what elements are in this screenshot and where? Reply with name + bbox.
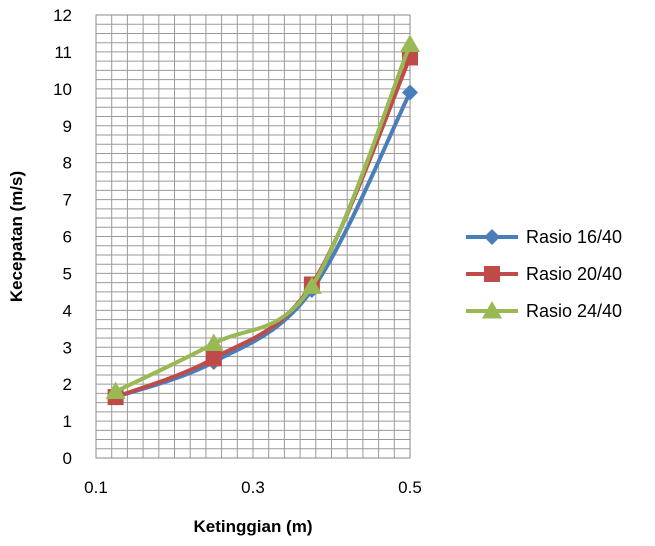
y-axis-title: Kecepatan (m/s) [7, 171, 26, 302]
x-tick-label: 0.5 [398, 478, 422, 497]
y-tick-label: 4 [63, 301, 72, 320]
y-tick-label: 9 [63, 117, 72, 136]
y-tick-label: 6 [63, 228, 72, 247]
y-tick-label: 12 [53, 6, 72, 25]
series-line [114, 43, 412, 394]
x-tick-label: 0.3 [241, 478, 265, 497]
y-tick-label: 8 [63, 154, 72, 173]
series-lines [105, 34, 420, 406]
y-tick-label: 5 [63, 264, 72, 283]
y-tick-label: 3 [63, 338, 72, 357]
y-tick-label: 7 [63, 191, 72, 210]
y-tick-label: 11 [54, 43, 72, 62]
legend-label: Rasio 20/40 [526, 264, 622, 284]
x-axis-title: Ketinggian (m) [194, 517, 313, 536]
legend-marker [482, 301, 502, 319]
y-tick-label: 10 [53, 80, 72, 99]
data-point [400, 34, 420, 53]
y-tick-label: 1 [63, 412, 72, 431]
legend-label: Rasio 24/40 [526, 301, 622, 321]
plot-area [95, 14, 411, 459]
series-line [114, 91, 412, 399]
legend-label: Rasio 16/40 [526, 227, 622, 247]
legend-marker [484, 266, 500, 282]
data-point [203, 333, 224, 352]
y-tick-label: 0 [63, 449, 72, 468]
data-point [105, 381, 126, 400]
data-point [205, 350, 222, 367]
data-point [301, 276, 322, 294]
grid-lines [95, 14, 411, 459]
x-tick-label: 0.1 [84, 478, 108, 497]
data-point [402, 84, 418, 101]
y-tick-label: 2 [63, 375, 72, 394]
x-tick-labels: 0.1 0.3 0.5 [84, 478, 422, 497]
legend-marker [484, 229, 500, 245]
legend: Rasio 16/40 Rasio 20/40 Rasio 24/40 [466, 227, 622, 321]
